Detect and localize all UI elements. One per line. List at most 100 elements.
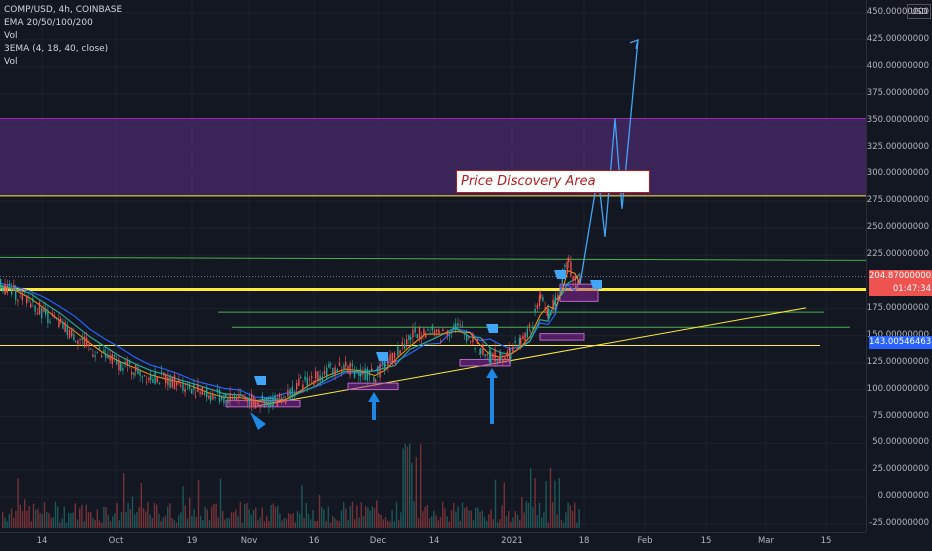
candle-body <box>498 356 501 362</box>
candle-body <box>21 292 23 301</box>
volume-bar <box>230 512 233 528</box>
volume-bar <box>534 478 536 528</box>
volume-bar <box>145 511 147 528</box>
volume-bar <box>30 521 32 528</box>
candle-body <box>455 323 457 331</box>
volume-bar <box>171 518 173 528</box>
chart-area[interactable]: COMP/USD, 4h, COINBASE EMA 20/50/100/200… <box>0 0 867 532</box>
volume-bar <box>43 501 46 528</box>
volume-bar <box>246 502 248 528</box>
candle-body <box>536 304 538 309</box>
time-axis-label: 18 <box>578 536 590 546</box>
candle-body <box>528 324 531 327</box>
volume-bar <box>292 513 294 528</box>
volume-bar <box>138 507 140 528</box>
candle-body <box>421 337 423 340</box>
candle-body <box>90 348 92 350</box>
candle-body <box>478 353 481 355</box>
price-discovery-label[interactable]: Price Discovery Area <box>456 170 650 193</box>
legend-symbol: COMP/USD, 4h, COINBASE <box>4 5 123 15</box>
volume-bar <box>6 521 8 528</box>
candle-body <box>482 343 484 355</box>
volume-bar <box>186 518 189 528</box>
volume-bar <box>508 511 510 528</box>
candle-body <box>148 377 150 381</box>
candle-body <box>111 354 113 364</box>
candle-body <box>173 375 176 389</box>
candle-body <box>216 389 218 392</box>
candle-body <box>212 393 214 400</box>
candle-body <box>562 269 564 271</box>
volume-bar <box>21 510 24 528</box>
candle-body <box>453 325 455 327</box>
volume-bar <box>134 514 136 528</box>
price-chart[interactable] <box>0 0 867 532</box>
volume-bar <box>516 514 519 528</box>
volume-bar <box>26 510 28 528</box>
candle-body <box>120 361 122 371</box>
volume-bar <box>35 509 37 528</box>
volume-bar <box>8 513 10 528</box>
candle-body <box>154 371 156 384</box>
currency-badge[interactable]: USD <box>907 4 931 19</box>
volume-bar <box>569 505 571 528</box>
volume-bar <box>554 480 556 528</box>
candle-body <box>58 319 60 328</box>
volume-bar <box>116 503 118 528</box>
candle-body <box>544 307 546 309</box>
legend-vol[interactable]: Vol <box>4 31 18 41</box>
volume-bar <box>13 517 15 528</box>
candle-body <box>570 261 572 276</box>
legend-ema[interactable]: EMA 20/50/100/200 <box>4 18 93 28</box>
candle-body <box>171 376 173 388</box>
volume-bar <box>222 511 224 528</box>
candle-body <box>466 334 468 342</box>
price-axis-label: -25.00000000 <box>869 518 929 529</box>
volume-bars <box>2 443 580 528</box>
candle-body <box>546 307 548 316</box>
volume-bar <box>202 520 204 528</box>
candle-body <box>338 362 341 366</box>
candle-body <box>311 376 313 379</box>
volume-bar <box>347 520 349 528</box>
volume-bar <box>340 510 343 528</box>
candle-body <box>304 376 306 381</box>
legend-vol-2[interactable]: Vol <box>4 57 18 67</box>
candle-body <box>38 302 41 315</box>
candle-body <box>550 311 552 315</box>
volume-bar <box>543 511 545 528</box>
volume-bar <box>552 502 554 528</box>
candle-body <box>4 284 6 295</box>
volume-bar <box>149 514 151 528</box>
price-axis[interactable]: USD 450.00000000 425.00000000 400.00000000… <box>866 0 932 532</box>
volume-bar <box>345 508 347 528</box>
price-axis-label: 250.00000000 <box>866 222 929 233</box>
candle-body <box>508 347 511 360</box>
volume-bar <box>428 518 431 528</box>
time-axis-label: 2021 <box>501 536 523 546</box>
volume-bar <box>479 511 481 528</box>
candle-body <box>180 385 182 387</box>
resistance-zone <box>0 117 866 197</box>
candle-body <box>368 370 371 376</box>
candle-body <box>182 381 184 391</box>
candle-body <box>395 360 397 362</box>
volume-bar <box>241 522 244 528</box>
candle-body <box>225 393 227 398</box>
volume-bar <box>369 510 371 528</box>
bounce-arrow-2 <box>368 392 380 420</box>
volume-bar <box>178 515 180 528</box>
candle-body <box>56 317 58 319</box>
volume-bar <box>37 508 39 528</box>
candle-body <box>257 401 259 406</box>
candle-body <box>574 274 576 281</box>
candle-body <box>364 368 366 380</box>
legend-3ema[interactable]: 3EMA (4, 18, 40, close) <box>4 44 109 54</box>
candle-body <box>163 372 165 376</box>
candle-body <box>92 354 94 357</box>
candle-body <box>575 286 577 288</box>
candle-body <box>433 330 436 335</box>
time-axis[interactable]: 14 Oct 19 Nov 16 Dec 14 2021 18 Feb 15 Mar 15 <box>0 532 866 551</box>
candle-body <box>532 326 534 329</box>
candle-body <box>399 350 401 355</box>
